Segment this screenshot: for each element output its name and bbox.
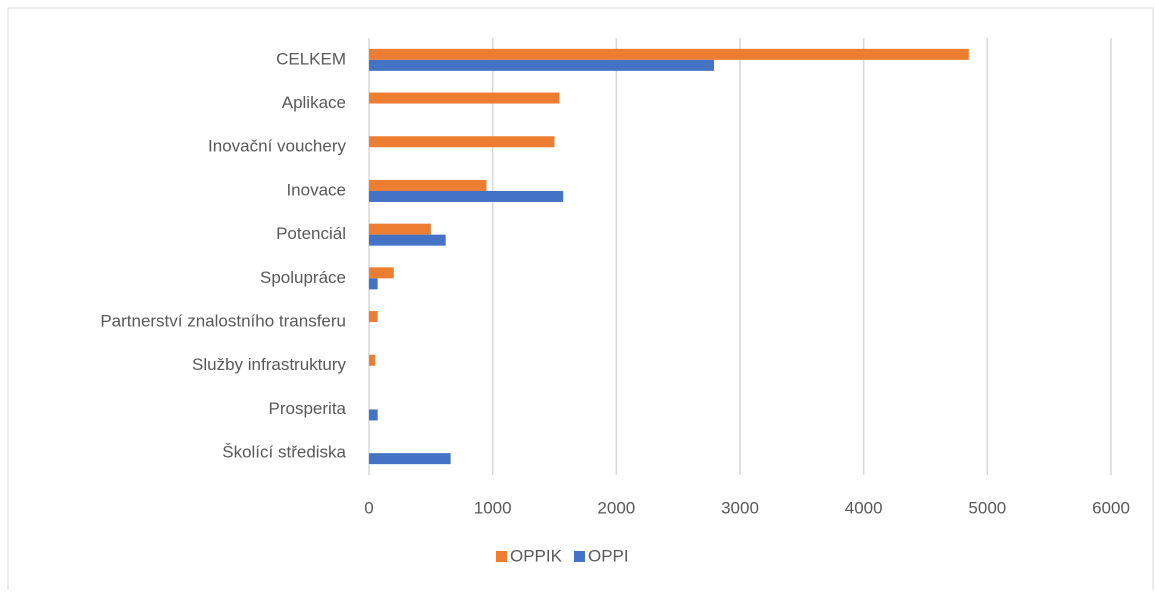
- y-tick-label: Aplikace: [282, 93, 346, 112]
- y-tick-label: CELKEM: [276, 49, 346, 68]
- y-tick-label: Prosperita: [269, 399, 347, 418]
- y-tick-label: Potenciál: [276, 224, 346, 243]
- bar: [369, 179, 487, 191]
- bar: [369, 48, 969, 60]
- bar: [369, 278, 378, 290]
- bar: [369, 311, 378, 323]
- bar: [369, 409, 378, 421]
- bar: [369, 92, 560, 104]
- x-tick-label: 5000: [968, 498, 1006, 517]
- y-tick-label: Spolupráce: [260, 268, 346, 287]
- legend-swatch: [496, 551, 507, 562]
- bar: [369, 267, 394, 279]
- y-tick-label: Inovační vouchery: [208, 137, 346, 156]
- chart-border: [7, 7, 1154, 595]
- x-tick-label: 3000: [721, 498, 759, 517]
- y-tick-label: Služby infrastruktury: [192, 355, 346, 374]
- x-tick-label: 2000: [597, 498, 635, 517]
- y-tick-label: Školící střediska: [222, 443, 346, 462]
- x-tick-label: 4000: [845, 498, 883, 517]
- bar: [369, 354, 376, 366]
- x-tick-label: 1000: [474, 498, 512, 517]
- bar: [369, 59, 715, 71]
- legend-swatch: [573, 551, 585, 562]
- bar: [369, 136, 555, 148]
- bar: [369, 234, 446, 246]
- y-tick-label: Inovace: [286, 180, 346, 199]
- legend-label: OPPI: [588, 546, 629, 565]
- x-tick-label: 6000: [1092, 498, 1130, 517]
- legend-label: OPPIK: [510, 546, 563, 565]
- bar: [369, 453, 451, 465]
- x-tick-label: 0: [364, 498, 373, 517]
- y-tick-label: Partnerství znalostního transferu: [100, 312, 346, 331]
- bar: [369, 190, 564, 202]
- bar: [369, 223, 431, 235]
